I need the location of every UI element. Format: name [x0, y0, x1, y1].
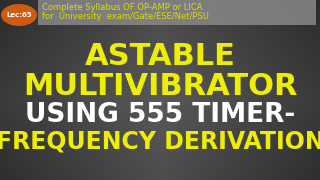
Text: Lec:65: Lec:65 — [6, 12, 32, 18]
Text: MULTIVIBRATOR: MULTIVIBRATOR — [23, 72, 297, 101]
Text: ASTABLE: ASTABLE — [84, 42, 236, 71]
FancyBboxPatch shape — [38, 0, 316, 25]
Text: for  University  exam/Gate/ESE/Net/PSU: for University exam/Gate/ESE/Net/PSU — [42, 12, 209, 21]
Ellipse shape — [1, 4, 37, 26]
Text: Complete Syllabus OF OP-AMP or LICA: Complete Syllabus OF OP-AMP or LICA — [42, 3, 203, 12]
Text: FREQUENCY DERIVATION: FREQUENCY DERIVATION — [0, 130, 320, 154]
Text: USING 555 TIMER-: USING 555 TIMER- — [25, 102, 295, 128]
